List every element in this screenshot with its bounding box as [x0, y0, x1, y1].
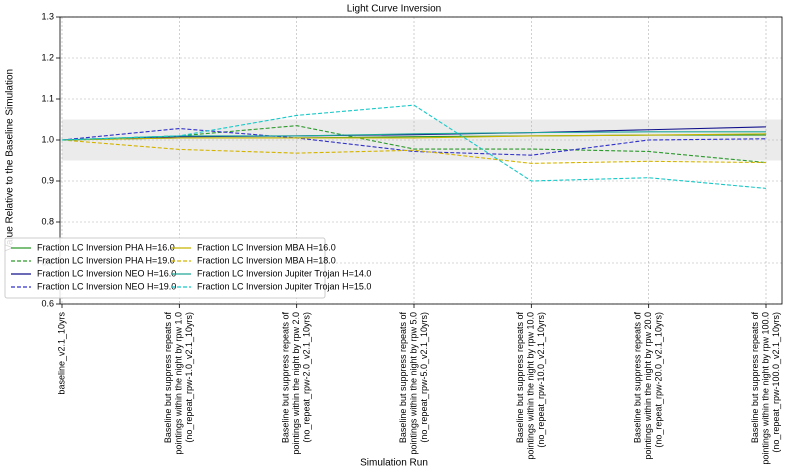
chart-title: Light Curve Inversion	[347, 4, 442, 15]
y-tick-label: 1.0	[41, 134, 54, 144]
legend-label: Fraction LC Inversion MBA H=16.0	[197, 242, 336, 252]
y-axis-title: Value Relative to the Baseline Simulatio…	[5, 69, 16, 251]
x-tick-label: pointings within the night by rpw 20.0	[643, 312, 653, 460]
x-tick-label: (no_repeat_rpw-20.0_v2.1_10yrs)	[654, 312, 664, 448]
legend-label: Fraction LC Inversion NEO H=16.0	[37, 268, 176, 278]
x-tick-label: pointings within the night by rpw 100.0	[760, 312, 770, 465]
legend-label: Fraction LC Inversion PHA H=19.0	[37, 255, 175, 265]
x-tick-label: Baseline but suppress repeats of	[281, 312, 291, 444]
y-tick-label: 0.9	[41, 175, 54, 185]
series-line	[61, 126, 767, 141]
legend-label: Fraction LC Inversion PHA H=16.0	[37, 242, 175, 252]
x-tick-label: pointings within the night by rpw 10.0	[526, 312, 536, 460]
legend-label: Fraction LC Inversion MBA H=18.0	[197, 255, 336, 265]
legend-box	[4, 237, 326, 299]
legend-label: Fraction LC Inversion NEO H=19.0	[37, 281, 176, 291]
y-tick-label: 0.6	[41, 298, 54, 308]
x-tick-label: Baseline but suppress repeats of	[398, 312, 408, 444]
series-line	[61, 139, 767, 164]
x-tick-label: (no_repeat_rpw-5.0_v2.1_10yrs)	[419, 312, 429, 443]
x-tick-label: Baseline but suppress repeats of	[633, 312, 643, 444]
series-line	[61, 104, 767, 189]
plot-frame	[59, 16, 783, 305]
x-tick-label: pointings within the night by rpw 1.0	[174, 312, 184, 455]
x-tick-label: (no_repeat_rpw-10.0_v2.1_10yrs)	[536, 312, 546, 448]
x-tick-label: pointings within the night by rpw 5.0	[408, 312, 418, 455]
x-tick-label: (no_repeat_rpw-1.0_v2.1_10yrs)	[184, 312, 194, 443]
x-tick-label: Baseline but suppress repeats of	[163, 312, 173, 444]
series-line	[61, 133, 767, 141]
legend-label: Fraction LC Inversion Jupiter Trojan H=1…	[197, 281, 371, 291]
series-line	[61, 127, 767, 156]
x-tick-label: pointings within the night by rpw 2.0	[291, 312, 301, 455]
x-tick-label: (no_repeat_rpw-100.0_v2.1_10yrs)	[771, 312, 781, 453]
y-tick-label: 0.8	[41, 216, 54, 226]
x-tick-label: (no_repeat_rpw-2.0_v2.1_10yrs)	[302, 312, 312, 443]
x-tick-label: Baseline but suppress repeats of	[750, 312, 760, 444]
y-tick-label: 1.3	[41, 11, 54, 21]
legend-label: Fraction LC Inversion Jupiter Trojan H=1…	[197, 268, 371, 278]
x-tick-label: Baseline but suppress repeats of	[515, 312, 525, 444]
y-tick-label: 1.2	[41, 52, 54, 62]
x-axis-title: Simulation Run	[360, 458, 428, 469]
x-tick-label: baseline_v2.1_10yrs	[56, 312, 66, 395]
y-tick-label: 1.1	[41, 93, 54, 103]
